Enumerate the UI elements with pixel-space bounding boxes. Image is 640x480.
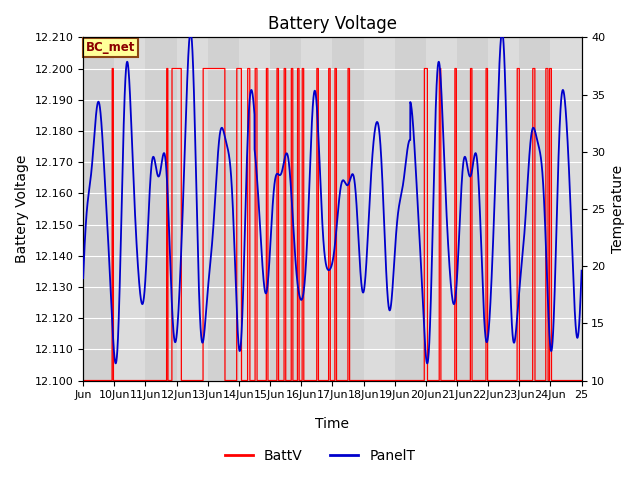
- X-axis label: Time: Time: [316, 418, 349, 432]
- Bar: [83, 37, 115, 381]
- Legend: BattV, PanelT: BattV, PanelT: [220, 443, 420, 468]
- Text: BC_met: BC_met: [86, 41, 135, 54]
- Bar: [270, 37, 301, 381]
- Bar: [208, 37, 239, 381]
- Bar: [582, 37, 612, 381]
- Title: Battery Voltage: Battery Voltage: [268, 15, 397, 33]
- Y-axis label: Battery Voltage: Battery Voltage: [15, 155, 29, 263]
- Bar: [145, 37, 177, 381]
- Bar: [332, 37, 364, 381]
- Bar: [519, 37, 550, 381]
- Bar: [395, 37, 426, 381]
- Y-axis label: Temperature: Temperature: [611, 165, 625, 253]
- Bar: [457, 37, 488, 381]
